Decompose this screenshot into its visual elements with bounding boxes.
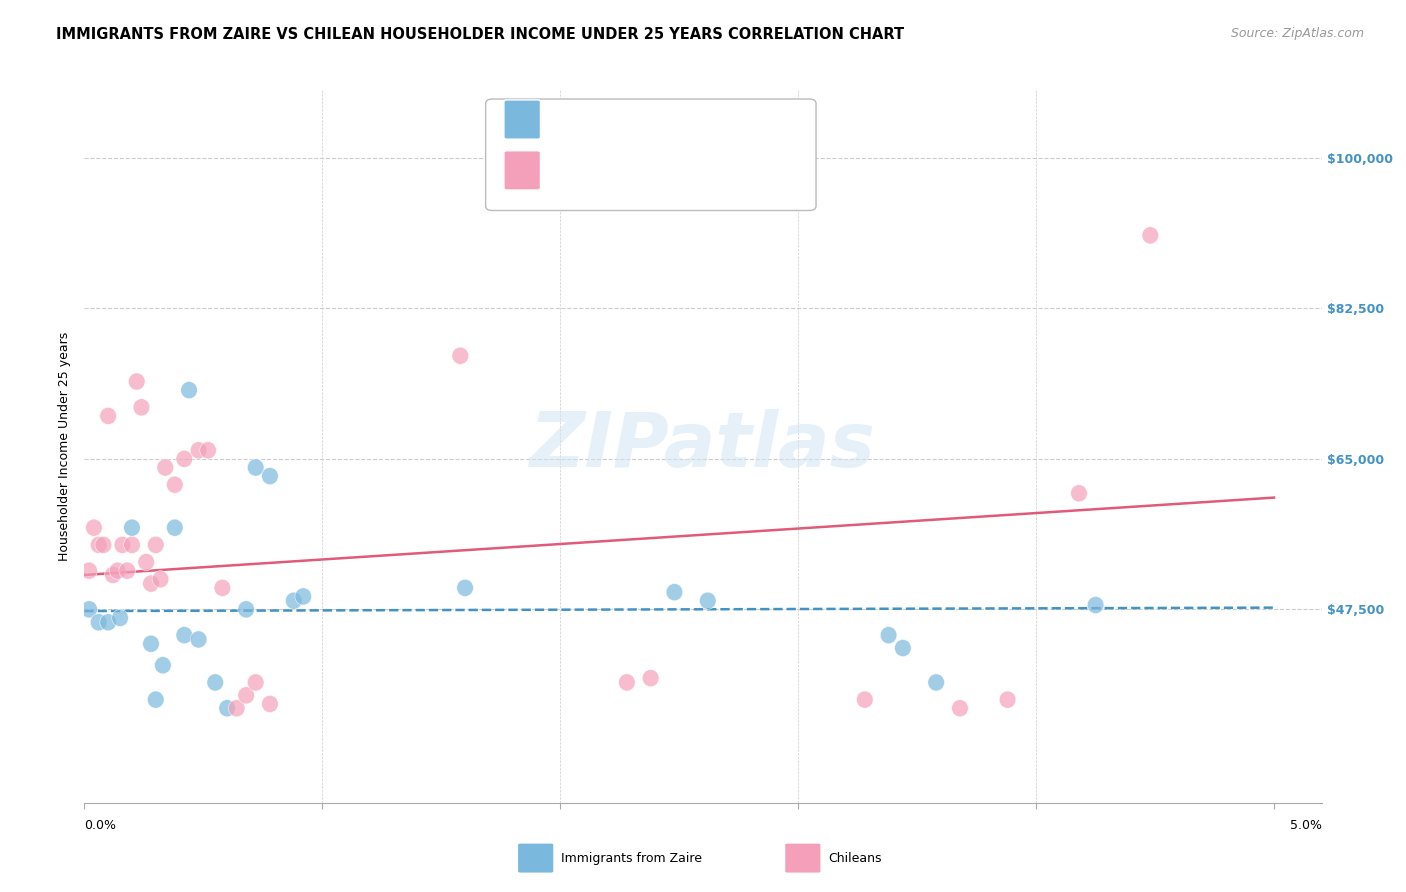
Text: R =: R =: [548, 163, 579, 178]
Ellipse shape: [190, 442, 207, 458]
Ellipse shape: [124, 519, 141, 536]
Text: N =: N =: [644, 112, 683, 127]
Ellipse shape: [138, 553, 155, 571]
Ellipse shape: [1087, 597, 1104, 614]
Ellipse shape: [148, 691, 165, 708]
Ellipse shape: [148, 536, 165, 553]
Ellipse shape: [80, 562, 97, 579]
Ellipse shape: [451, 347, 468, 364]
Ellipse shape: [1142, 227, 1159, 244]
Ellipse shape: [247, 458, 264, 476]
Ellipse shape: [90, 614, 107, 631]
Ellipse shape: [166, 476, 183, 493]
Ellipse shape: [80, 600, 97, 618]
Ellipse shape: [262, 467, 278, 484]
Y-axis label: Householder Income Under 25 years: Householder Income Under 25 years: [58, 331, 72, 561]
Ellipse shape: [142, 635, 159, 652]
Ellipse shape: [111, 609, 128, 626]
Ellipse shape: [666, 583, 683, 600]
Text: N =: N =: [644, 163, 683, 178]
Ellipse shape: [181, 382, 197, 399]
Ellipse shape: [190, 631, 207, 648]
Ellipse shape: [238, 687, 254, 704]
Ellipse shape: [1070, 484, 1087, 502]
Ellipse shape: [262, 696, 278, 713]
Ellipse shape: [96, 536, 111, 553]
Ellipse shape: [155, 657, 172, 673]
Text: ZIPatlas: ZIPatlas: [530, 409, 876, 483]
Ellipse shape: [157, 458, 173, 476]
Ellipse shape: [90, 536, 107, 553]
Text: Source: ZipAtlas.com: Source: ZipAtlas.com: [1230, 27, 1364, 40]
Ellipse shape: [142, 575, 159, 592]
Ellipse shape: [128, 373, 145, 390]
Ellipse shape: [619, 673, 636, 691]
Ellipse shape: [104, 566, 121, 583]
Ellipse shape: [643, 670, 659, 687]
Ellipse shape: [457, 579, 474, 597]
Text: R =: R =: [548, 112, 579, 127]
Text: 0.061: 0.061: [591, 163, 636, 178]
Ellipse shape: [699, 592, 716, 609]
Ellipse shape: [200, 442, 217, 458]
Ellipse shape: [120, 562, 135, 579]
Ellipse shape: [166, 519, 183, 536]
Ellipse shape: [152, 571, 169, 588]
Ellipse shape: [176, 626, 193, 644]
Ellipse shape: [894, 640, 911, 657]
Ellipse shape: [238, 600, 254, 618]
Ellipse shape: [856, 691, 873, 708]
Text: 21: 21: [685, 112, 704, 127]
Ellipse shape: [100, 408, 117, 425]
Ellipse shape: [86, 519, 103, 536]
Text: 0.017: 0.017: [591, 112, 636, 127]
Ellipse shape: [176, 450, 193, 467]
Ellipse shape: [1000, 691, 1017, 708]
Ellipse shape: [285, 592, 302, 609]
Ellipse shape: [110, 562, 127, 579]
Ellipse shape: [100, 614, 117, 631]
Text: 5.0%: 5.0%: [1289, 819, 1322, 831]
Ellipse shape: [295, 588, 312, 605]
Text: 0.0%: 0.0%: [84, 819, 117, 831]
Ellipse shape: [114, 536, 131, 553]
Ellipse shape: [219, 699, 235, 717]
Text: 27: 27: [685, 163, 704, 178]
Text: IMMIGRANTS FROM ZAIRE VS CHILEAN HOUSEHOLDER INCOME UNDER 25 YEARS CORRELATION C: IMMIGRANTS FROM ZAIRE VS CHILEAN HOUSEHO…: [56, 27, 904, 42]
Ellipse shape: [134, 399, 150, 416]
Ellipse shape: [952, 699, 969, 717]
Ellipse shape: [880, 626, 897, 644]
Text: Chileans: Chileans: [828, 852, 882, 864]
Ellipse shape: [207, 673, 224, 691]
Ellipse shape: [124, 536, 141, 553]
Ellipse shape: [214, 579, 231, 597]
Ellipse shape: [228, 699, 245, 717]
Ellipse shape: [247, 673, 264, 691]
Ellipse shape: [928, 673, 945, 691]
Text: Immigrants from Zaire: Immigrants from Zaire: [561, 852, 702, 864]
